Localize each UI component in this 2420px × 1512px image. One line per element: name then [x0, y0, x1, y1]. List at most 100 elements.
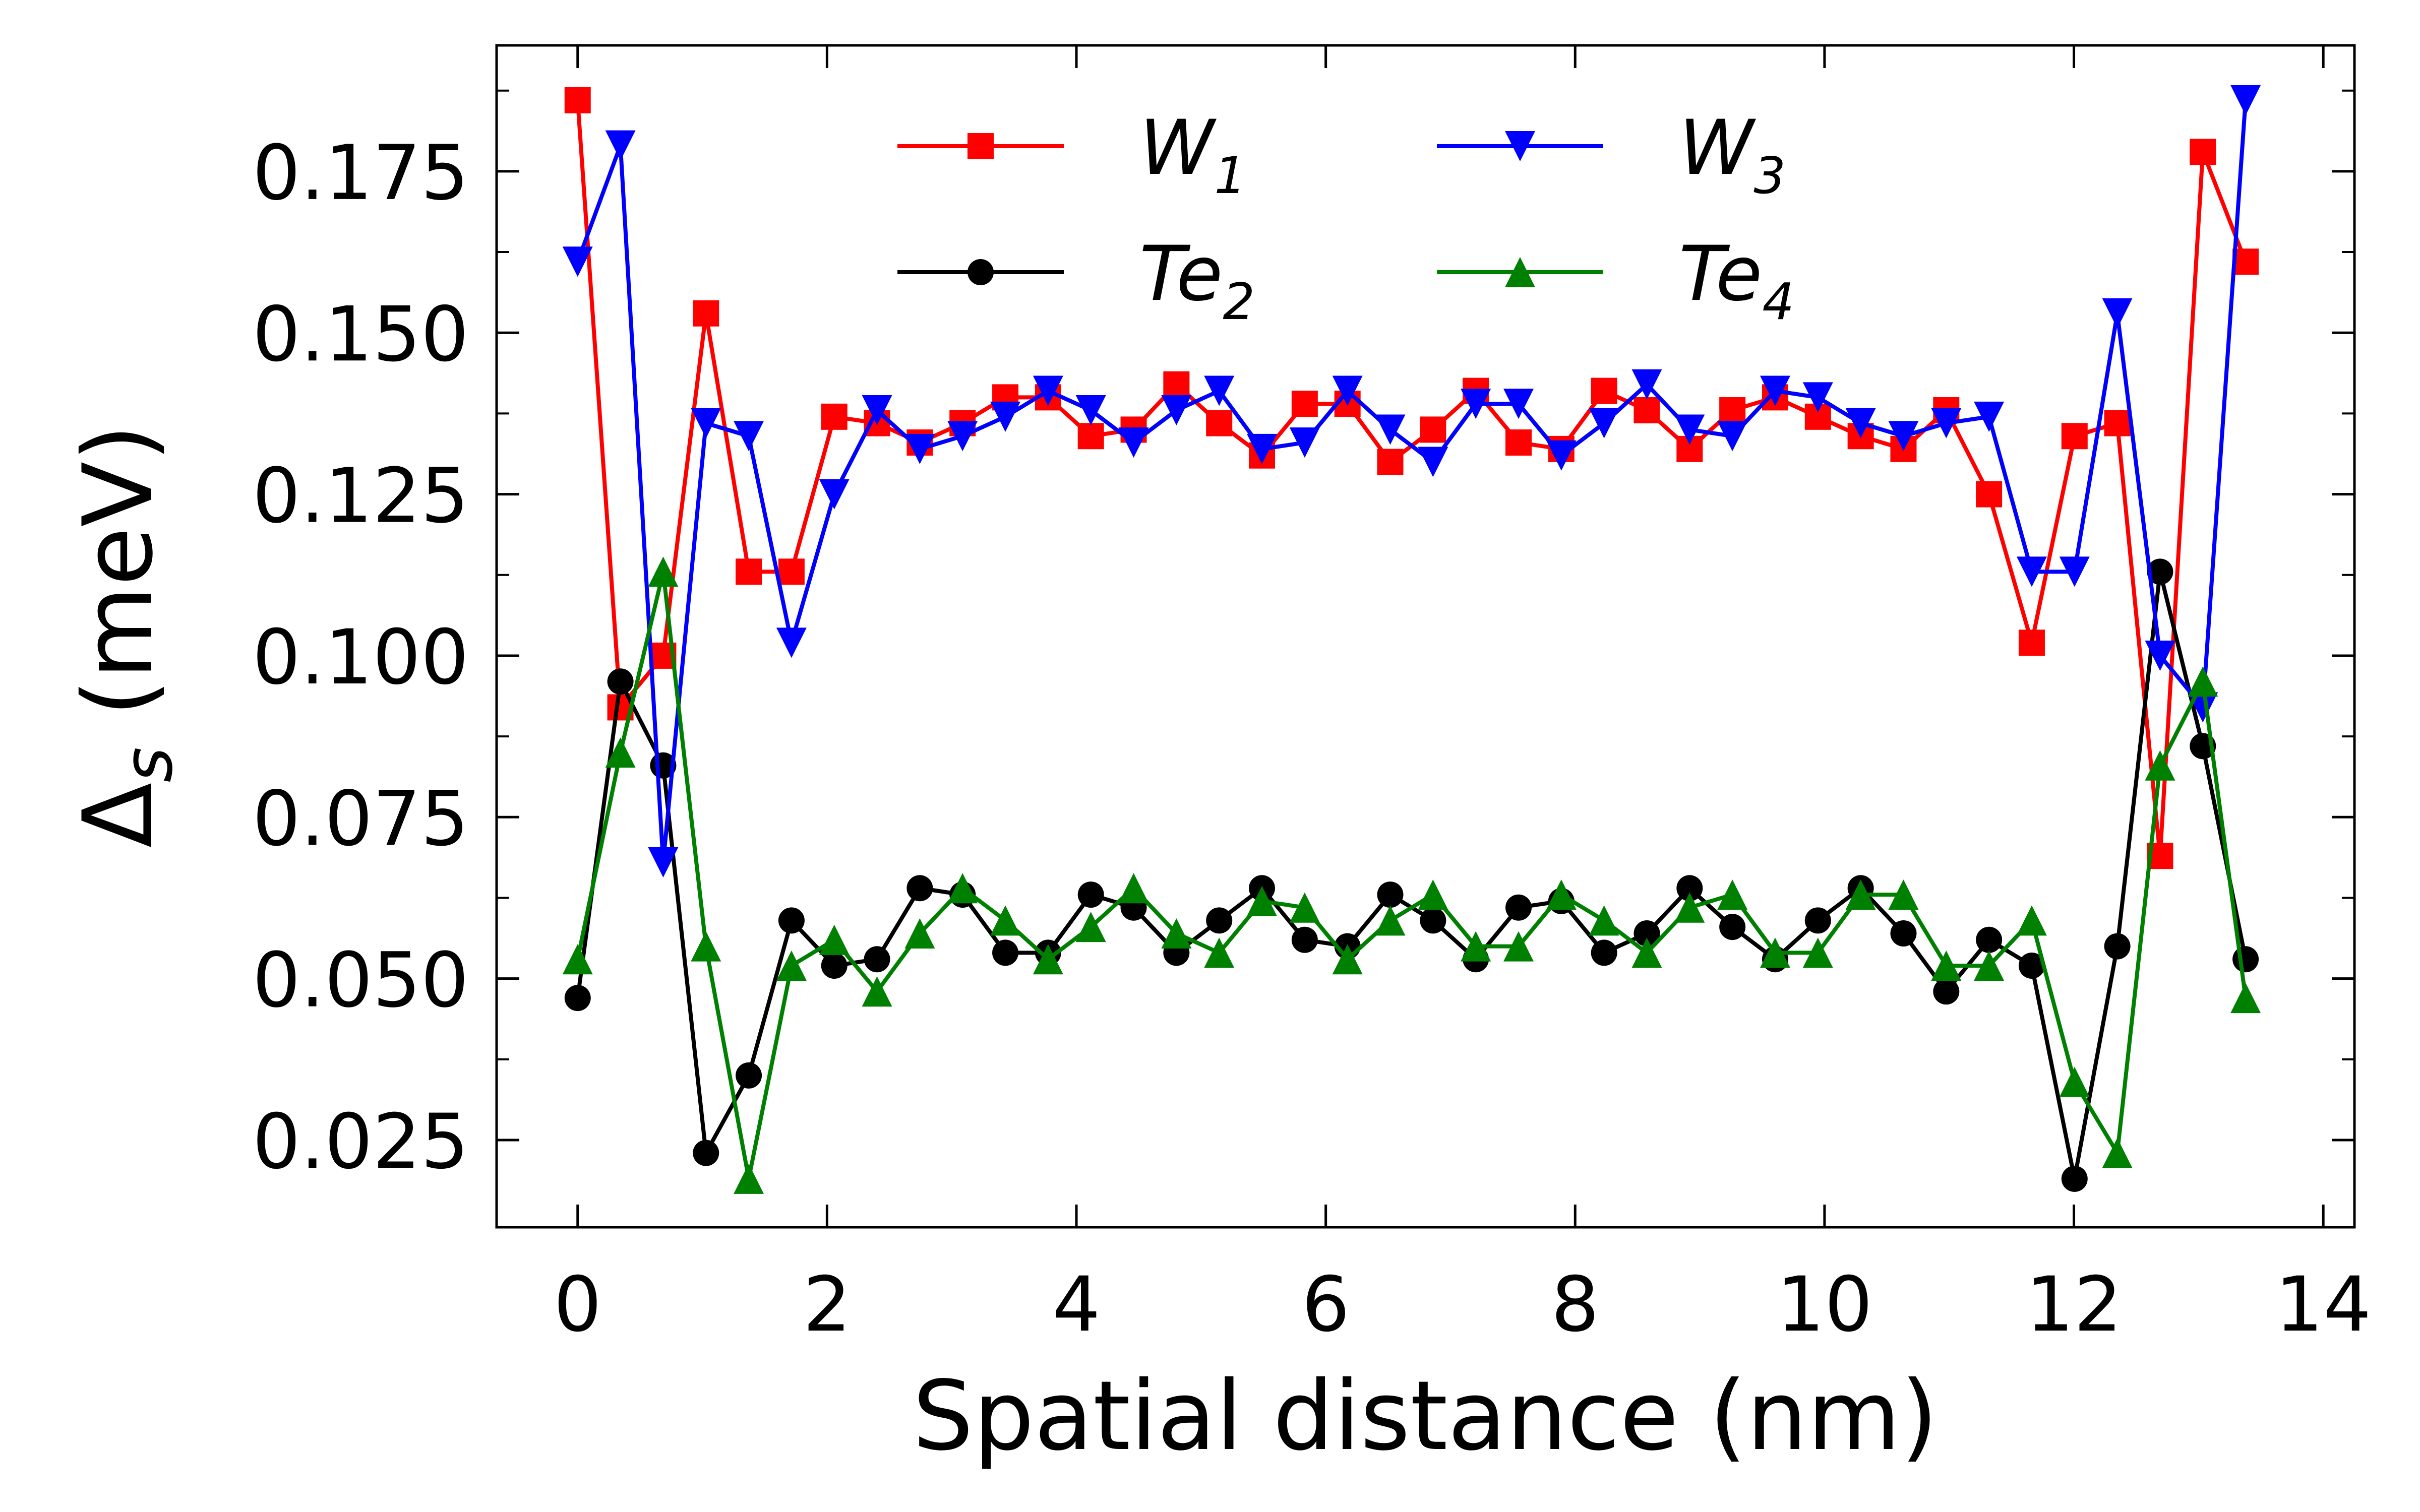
data-point-Te4	[2059, 1066, 2090, 1097]
data-point-W3	[1332, 375, 1363, 406]
data-point-Te2	[2232, 946, 2259, 973]
data-point-W1	[2104, 410, 2131, 436]
data-point-Te4	[1289, 892, 1320, 923]
data-point-Te4	[862, 976, 892, 1007]
x-tick-label: 2	[803, 1261, 851, 1349]
data-point-W1	[1976, 481, 2003, 508]
series-line-W3	[576, 100, 2248, 864]
data-point-Te2	[778, 907, 805, 934]
data-point-Te4	[1546, 879, 1577, 910]
legend-label-W3: W3	[1679, 104, 1786, 205]
data-point-Te2	[2018, 953, 2045, 979]
data-point-W1	[1163, 371, 1190, 398]
legend-label-Te2: Te2	[1139, 230, 1255, 331]
data-point-Te2	[1505, 894, 1532, 921]
data-point-Te2	[992, 939, 1019, 966]
data-point-W3	[990, 401, 1021, 432]
y-tick-label: 0.075	[253, 775, 469, 863]
data-point-W3	[862, 395, 892, 426]
data-point-W1	[1291, 391, 1318, 417]
data-point-Te4	[2102, 1138, 2133, 1168]
legend: W1 Te2 W3 Te4	[897, 104, 1794, 331]
x-tick-label: 4	[1052, 1261, 1100, 1349]
data-point-Te4	[2145, 750, 2175, 781]
data-point-W3	[904, 433, 935, 464]
x-tick-label: 12	[2026, 1261, 2122, 1349]
legend-marker-W1	[967, 133, 994, 159]
y-axis-label-symbol: Δ	[63, 782, 174, 848]
y-tick-label: 0.100	[253, 614, 469, 702]
data-point-W3	[2059, 556, 2090, 587]
data-point-Te4	[947, 873, 978, 904]
data-point-W3	[1802, 382, 1833, 413]
data-point-Te4	[1974, 951, 2005, 981]
data-point-W3	[691, 408, 721, 438]
data-point-Te4	[2188, 666, 2218, 697]
y-axis-label: Δs (meV)	[63, 424, 188, 848]
data-point-Te2	[1206, 907, 1233, 934]
data-point-Te4	[1589, 905, 1619, 936]
data-point-Te2	[1591, 939, 1617, 966]
series-line-Te2	[575, 570, 2248, 1181]
data-point-Te4	[1888, 879, 1919, 910]
data-point-W3	[1247, 433, 1278, 464]
data-point-W1	[693, 300, 719, 327]
data-point-W1	[2061, 423, 2088, 450]
data-point-W3	[1674, 414, 1705, 445]
data-point-Te2	[564, 985, 591, 1012]
x-tick-label: 10	[1776, 1261, 1872, 1349]
x-tick-label: 0	[554, 1261, 601, 1349]
data-point-W3	[1845, 408, 1876, 438]
y-axis-label-rest: (meV)	[63, 424, 174, 747]
data-point-W3	[776, 627, 807, 658]
data-point-W1	[1719, 397, 1746, 424]
data-point-W3	[819, 479, 850, 510]
legend-marker-Te2	[967, 259, 994, 285]
series-line-Te4	[575, 570, 2248, 1181]
data-point-Te4	[734, 1163, 764, 1194]
data-point-W3	[1118, 427, 1149, 458]
data-point-Te2	[607, 668, 634, 695]
data-point-W1	[2190, 139, 2216, 165]
data-point-W3	[1461, 389, 1491, 419]
data-point-W3	[1974, 401, 2005, 432]
data-point-Te4	[776, 951, 807, 981]
data-point-Te4	[1802, 937, 1833, 968]
data-point-W3	[1033, 375, 1063, 406]
data-point-W3	[2230, 85, 2261, 115]
data-point-Te4	[1118, 873, 1149, 904]
data-point-Te2	[821, 953, 848, 979]
data-point-W3	[1075, 395, 1106, 426]
data-point-Te2	[693, 1140, 719, 1166]
data-point-W3	[562, 246, 593, 277]
data-point-W1	[1591, 377, 1617, 404]
data-point-Te2	[2104, 933, 2131, 960]
data-point-W1	[1206, 410, 1233, 436]
data-point-Te2	[1077, 881, 1104, 908]
series-layer	[562, 85, 2261, 1194]
data-point-W3	[1589, 408, 1619, 438]
data-point-Te2	[1933, 978, 1960, 1005]
series-W3	[562, 85, 2261, 877]
data-point-Te4	[2230, 983, 2261, 1014]
data-point-Te2	[1804, 907, 1831, 934]
data-point-Te4	[2016, 905, 2047, 936]
data-point-W3	[1503, 389, 1534, 419]
data-point-Te4	[1247, 886, 1278, 916]
data-point-Te2	[906, 875, 933, 902]
data-point-W3	[947, 421, 978, 452]
y-tick-label: 0.050	[253, 937, 469, 1025]
data-point-W1	[1505, 429, 1532, 456]
legend-entry-Te4: Te4	[1437, 230, 1794, 331]
data-point-W3	[1161, 395, 1192, 426]
data-point-W3	[1888, 421, 1919, 452]
legend-label-W1: W1	[1139, 104, 1246, 205]
data-point-Te4	[1717, 879, 1748, 910]
data-point-W1	[564, 87, 591, 113]
data-point-Te4	[1503, 931, 1534, 962]
data-point-W3	[2145, 640, 2175, 671]
y-axis-label-subscript: s	[108, 747, 188, 782]
data-point-W1	[2018, 629, 2045, 656]
data-point-W1	[1377, 449, 1404, 475]
